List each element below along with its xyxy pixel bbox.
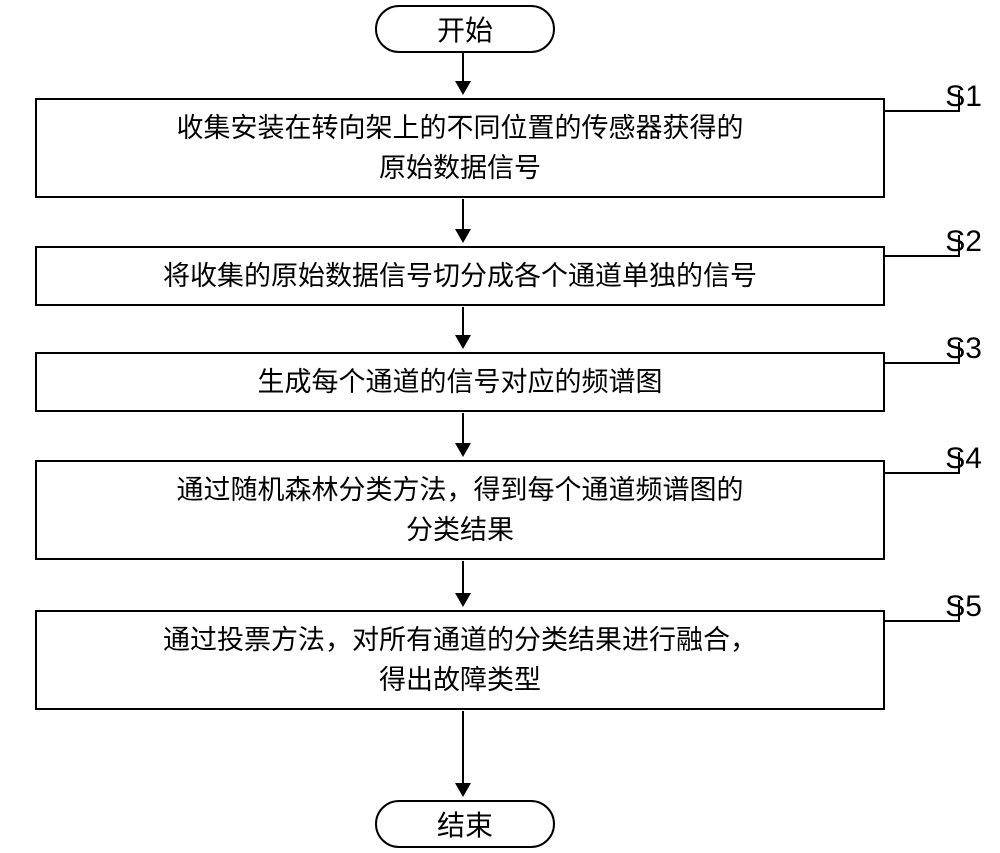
s5-line2: 得出故障类型 — [379, 660, 541, 701]
end-label: 结束 — [437, 804, 493, 844]
s1-line1: 收集安装在转向架上的不同位置的传感器获得的 — [177, 108, 744, 149]
s1-line2: 原始数据信号 — [379, 148, 541, 189]
arrow-s2-s3 — [462, 307, 464, 347]
arrow-s4-s5 — [462, 561, 464, 605]
arrow-start-s1 — [462, 53, 464, 93]
label-s2: S2 — [945, 225, 982, 259]
arrow-s5-end — [462, 711, 464, 795]
process-s1: 收集安装在转向架上的不同位置的传感器获得的 原始数据信号 — [35, 98, 885, 198]
process-s2: 将收集的原始数据信号切分成各个通道单独的信号 — [35, 246, 885, 306]
label-s5: S5 — [945, 590, 982, 624]
arrow-s3-s4 — [462, 413, 464, 455]
process-s4: 通过随机森林分类方法，得到每个通道频谱图的 分类结果 — [35, 460, 885, 560]
label-s1: S1 — [945, 80, 982, 114]
end-terminal: 结束 — [375, 800, 555, 848]
flowchart-container: 开始 收集安装在转向架上的不同位置的传感器获得的 原始数据信号 S1 将收集的原… — [0, 0, 1000, 853]
start-terminal: 开始 — [375, 5, 555, 53]
process-s3: 生成每个通道的信号对应的频谱图 — [35, 352, 885, 412]
label-s3: S3 — [945, 332, 982, 366]
arrow-s1-s2 — [462, 199, 464, 241]
label-s4: S4 — [945, 442, 982, 476]
s3-line1: 生成每个通道的信号对应的频谱图 — [258, 362, 663, 403]
s4-line1: 通过随机森林分类方法，得到每个通道频谱图的 — [177, 470, 744, 511]
process-s5: 通过投票方法，对所有通道的分类结果进行融合， 得出故障类型 — [35, 610, 885, 710]
s4-line2: 分类结果 — [406, 510, 514, 551]
start-label: 开始 — [437, 9, 493, 49]
s2-line1: 将收集的原始数据信号切分成各个通道单独的信号 — [163, 256, 757, 297]
s5-line1: 通过投票方法，对所有通道的分类结果进行融合， — [163, 620, 757, 661]
